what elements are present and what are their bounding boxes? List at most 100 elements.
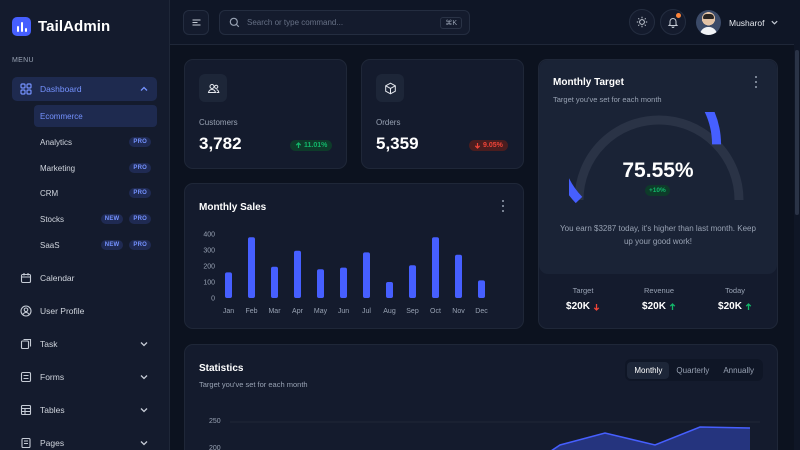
target-percent: 75.55% xyxy=(622,159,694,182)
arrow-down-icon xyxy=(593,303,600,311)
pro-badge: PRO xyxy=(129,137,151,147)
user-name: Musharof xyxy=(729,17,765,28)
statistics-subtitle: Target you've set for each month xyxy=(199,380,308,389)
y-tick-label: 400 xyxy=(203,232,215,239)
sidebar-item-label: Task xyxy=(40,339,58,349)
pro-badge: PRO xyxy=(129,188,151,198)
footer-label: Today xyxy=(724,286,745,295)
chevron-down-icon[interactable] xyxy=(139,339,149,349)
sidebar-subitem-crm[interactable]: CRM PRO xyxy=(34,182,157,204)
arrow-up-icon xyxy=(745,302,752,310)
sidebar-item-label: Forms xyxy=(40,372,65,382)
user-circle-icon xyxy=(20,305,32,317)
sidebar-item-dashboard[interactable]: Dashboard xyxy=(12,77,157,101)
search-placeholder: Search or type command... xyxy=(247,18,344,27)
customers-change-badge: 11.01% xyxy=(290,140,333,151)
target-delta: +10% xyxy=(649,187,666,194)
bar-nov[interactable] xyxy=(455,254,462,298)
y-tick-label: 200 xyxy=(203,264,215,271)
chevron-down-icon[interactable] xyxy=(139,405,149,415)
bar-jul[interactable] xyxy=(363,252,370,298)
statistics-title: Statistics xyxy=(199,363,244,374)
x-tick-label: Apr xyxy=(292,308,304,315)
sidebar-item-pages[interactable]: Pages xyxy=(12,431,157,450)
sidebar-item-calendar[interactable]: Calendar xyxy=(12,266,157,290)
more-options-icon[interactable] xyxy=(500,200,506,212)
sidebar-item-user-profile[interactable]: User Profile xyxy=(12,299,157,323)
sidebar: TailAdmin MENU Dashboard Ecommerce Analy… xyxy=(0,0,170,450)
tab-annually[interactable]: Annually xyxy=(723,365,754,375)
pages-icon xyxy=(20,437,32,449)
chevron-up-icon[interactable] xyxy=(139,84,149,94)
sidebar-toggle-button[interactable] xyxy=(183,10,209,35)
sidebar-item-tables[interactable]: Tables xyxy=(12,398,157,422)
footer-value: $20K xyxy=(566,301,590,312)
sidebar-item-label: Calendar xyxy=(40,273,75,283)
bar-feb[interactable] xyxy=(248,237,255,298)
scrollbar-thumb[interactable] xyxy=(795,50,799,215)
sun-icon xyxy=(636,16,648,28)
target-footer-revenue: Revenue $20K xyxy=(621,286,697,312)
tab-quarterly[interactable]: Quarterly xyxy=(676,365,710,375)
bar-oct[interactable] xyxy=(432,237,439,298)
bar-aug[interactable] xyxy=(386,282,393,298)
pro-badge: PRO xyxy=(129,214,151,224)
subitem-label: Analytics xyxy=(40,137,73,147)
sidebar-item-label: Tables xyxy=(40,405,65,415)
subitem-label: SaaS xyxy=(40,240,60,250)
search-input[interactable]: Search or type command... ⌘K xyxy=(219,10,470,35)
sidebar-subitem-ecommerce[interactable]: Ecommerce xyxy=(34,105,157,127)
page-scrollbar[interactable] xyxy=(794,0,800,450)
notifications-button[interactable] xyxy=(660,9,686,35)
x-tick-label: Nov xyxy=(452,308,465,315)
brand-name: TailAdmin xyxy=(38,18,111,35)
y-tick-label: 0 xyxy=(211,296,215,303)
footer-value: $20K xyxy=(718,301,742,312)
x-tick-label: Sep xyxy=(406,308,419,315)
sidebar-subitem-saas[interactable]: SaaS NEW PRO xyxy=(34,234,157,256)
chevron-down-icon[interactable] xyxy=(139,438,149,448)
bar-jun[interactable] xyxy=(340,267,347,298)
theme-toggle-button[interactable] xyxy=(629,9,655,35)
menu-icon xyxy=(192,19,200,26)
chevron-down-icon xyxy=(771,20,779,25)
footer-label: Target xyxy=(572,286,594,295)
statistics-area-chart xyxy=(230,421,760,450)
new-badge: NEW xyxy=(100,240,124,250)
monthly-sales-card: Monthly Sales 0 100 200 300 400 Jan Feb Mar Apr M… xyxy=(184,183,524,329)
bar-sep[interactable] xyxy=(409,265,416,298)
bar-dec[interactable] xyxy=(478,280,485,298)
statistics-card: Statistics Target you've set for each mo… xyxy=(184,344,778,450)
bar-apr[interactable] xyxy=(294,250,301,298)
new-badge: NEW xyxy=(100,214,124,224)
more-options-icon[interactable] xyxy=(753,76,759,88)
x-tick-label: May xyxy=(314,308,328,315)
pro-badge: PRO xyxy=(129,163,151,173)
target-title: Monthly Target xyxy=(553,77,624,88)
avatar xyxy=(696,10,721,35)
chevron-down-icon[interactable] xyxy=(139,372,149,382)
bar-mar[interactable] xyxy=(271,266,278,298)
calendar-icon xyxy=(20,272,32,284)
orders-card: Orders 5,359 9.05% xyxy=(361,59,524,169)
orders-change: 9.05% xyxy=(483,142,503,149)
sidebar-subitem-analytics[interactable]: Analytics PRO xyxy=(34,131,157,153)
sidebar-item-forms[interactable]: Forms xyxy=(12,365,157,389)
sidebar-item-task[interactable]: Task xyxy=(12,332,157,356)
bell-icon xyxy=(667,18,679,28)
sidebar-subitem-stocks[interactable]: Stocks NEW PRO xyxy=(34,208,157,230)
bar-jan[interactable] xyxy=(225,272,232,298)
top-header: Search or type command... ⌘K Musharof xyxy=(170,0,800,45)
footer-label: Revenue xyxy=(643,286,675,295)
sidebar-item-label: Pages xyxy=(40,438,65,448)
target-delta-badge: +10% xyxy=(645,185,670,196)
users-icon xyxy=(199,74,227,102)
sidebar-item-label: User Profile xyxy=(40,306,85,316)
sidebar-subitem-marketing[interactable]: Marketing PRO xyxy=(34,157,157,179)
monthly-target-card: Monthly Target Target you've set for eac… xyxy=(538,59,778,329)
tab-monthly[interactable]: Monthly xyxy=(627,361,670,379)
bar-may[interactable] xyxy=(317,269,324,298)
user-menu[interactable]: Musharof xyxy=(696,10,779,35)
brand-logo[interactable]: TailAdmin xyxy=(12,17,110,36)
